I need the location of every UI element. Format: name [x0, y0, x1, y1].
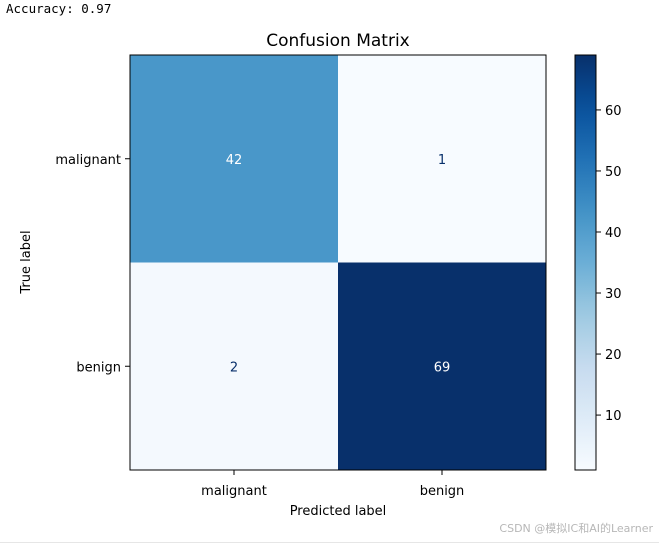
y-tick-label: malignant [55, 153, 121, 168]
heatmap-cell-r1-c0 [130, 262, 338, 470]
colorbar [574, 54, 597, 471]
accuracy-output: Accuracy: 0.97 [6, 1, 112, 16]
heatmap-cell-r0-c1 [338, 55, 546, 263]
heatmap-cell-r1-c1 [338, 262, 546, 470]
colorbar-tick-label: 40 [605, 226, 622, 241]
cell-value-r1-c0: 2 [230, 360, 238, 375]
cell-value-r0-c0: 42 [226, 153, 243, 168]
colorbar-tick-label: 20 [605, 348, 622, 363]
x-tick-label: benign [420, 484, 465, 499]
x-tick-label: malignant [201, 484, 267, 499]
colorbar-tick-label: 10 [605, 409, 622, 424]
chart-title: Confusion Matrix [266, 31, 410, 51]
cell-value-r0-c1: 1 [438, 153, 446, 168]
watermark-text: CSDN @模拟IC和AI的Learner [499, 522, 653, 535]
colorbar-tick-label: 50 [605, 165, 622, 180]
colorbar-ticks: 10 20 30 40 50 60 [596, 104, 622, 424]
heatmap-cells [130, 55, 546, 470]
x-axis-ticks: malignant benign [201, 470, 464, 499]
y-axis-ticks: malignant benign [55, 153, 130, 375]
cell-value-r1-c1: 69 [434, 360, 451, 375]
cell-value-labels: 42 1 2 69 [226, 153, 451, 376]
colorbar-tick-label: 60 [605, 104, 622, 119]
x-axis-label: Predicted label [290, 504, 387, 519]
axes-frame [129, 54, 547, 471]
y-axis-label: True label [19, 230, 34, 294]
confusion-matrix-figure: Confusion Matrix 42 12 69 malignant benign … [19, 31, 622, 519]
heatmap-cell-r0-c0 [130, 55, 338, 263]
bottom-divider [0, 542, 659, 543]
colorbar-tick-label: 30 [605, 287, 622, 302]
y-tick-label: benign [76, 360, 121, 375]
